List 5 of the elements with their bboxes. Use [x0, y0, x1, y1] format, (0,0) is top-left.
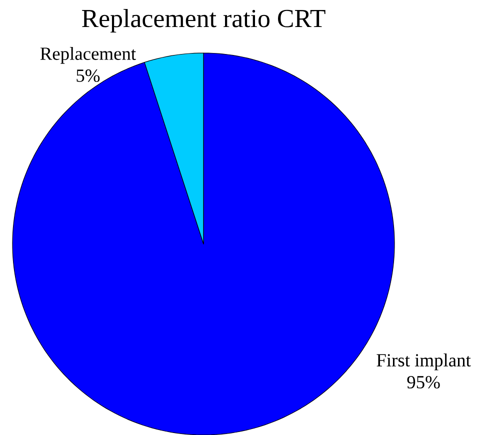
slice-label: Replacement — [40, 46, 136, 64]
chart-title: Replacement ratio CRT — [82, 9, 326, 33]
data-label: 5% — [76, 69, 100, 82]
data-label: 95% — [407, 376, 440, 388]
slice-label: First implant — [376, 354, 471, 370]
